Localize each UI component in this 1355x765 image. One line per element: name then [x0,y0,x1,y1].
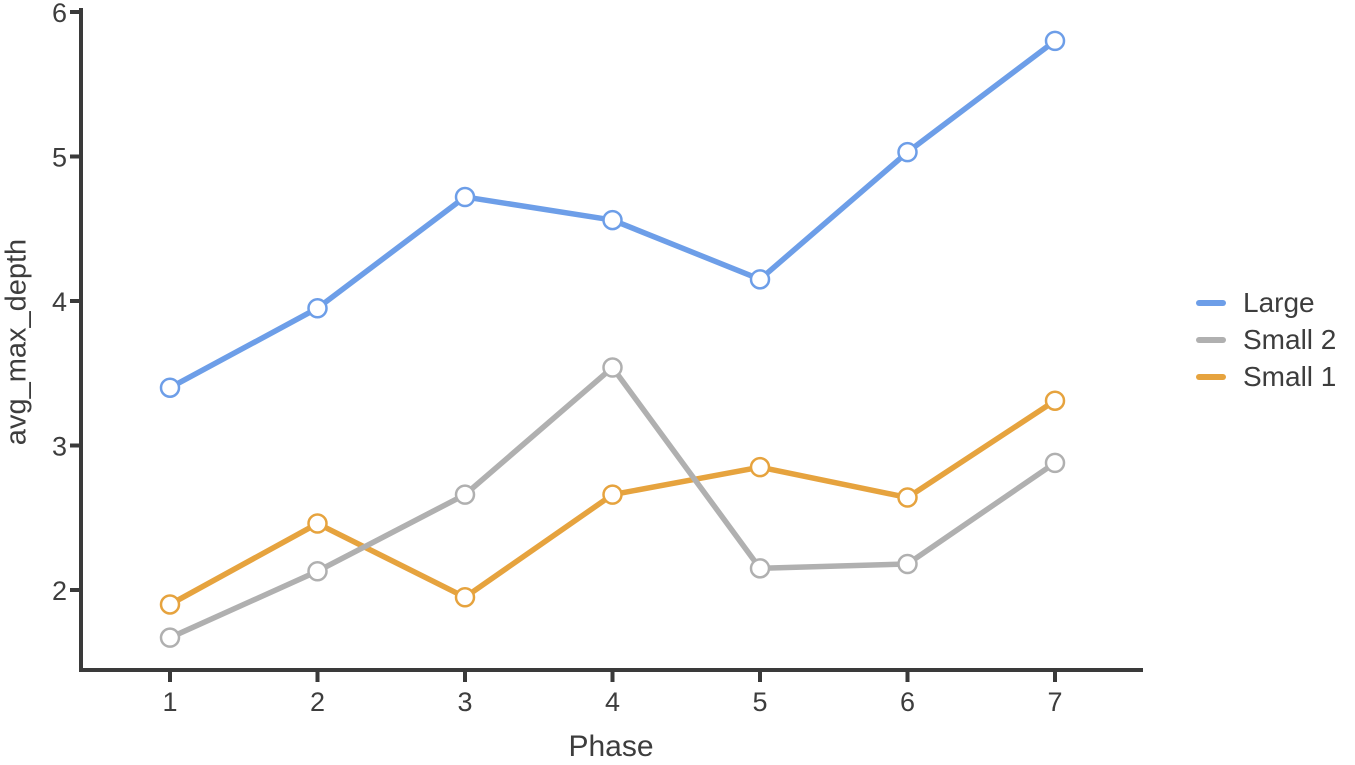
x-tick-label: 7 [1047,687,1062,717]
data-point-marker-small-2 [159,627,181,648]
data-point-marker-large [159,377,181,398]
legend-item-small-2: Small 2 [1196,321,1336,358]
data-point-marker-small-2 [307,560,328,582]
x-tick-label: 5 [752,687,767,717]
y-axis-label: avg_max_depth [0,238,33,446]
data-point-marker-large [1044,30,1066,52]
y-tick-label: 4 [52,287,67,317]
data-point-marker-large [749,269,771,290]
x-tick-label: 3 [457,687,472,717]
y-tick-label: 2 [52,576,67,606]
data-point-marker-small-2 [602,357,623,378]
legend-swatch-large [1196,299,1226,306]
data-point-marker-small-1 [749,456,771,478]
legend-swatch-small-2 [1196,336,1226,343]
legend-swatch-small-1 [1196,373,1226,380]
data-point-marker-small-1 [897,487,918,508]
data-point-marker-small-1 [454,586,476,608]
data-point-marker-large [454,186,476,208]
data-point-marker-small-1 [1044,390,1066,411]
data-point-marker-large [602,209,623,231]
data-point-marker-small-1 [159,594,181,615]
data-point-marker-small-2 [749,558,771,579]
legend: Large Small 2 Small 1 [1196,284,1336,395]
x-tick-label: 1 [162,687,177,717]
legend-item-large: Large [1196,284,1336,321]
x-tick-label: 2 [310,687,325,717]
data-point-marker-small-1 [307,513,328,534]
y-tick-label: 3 [52,432,67,462]
x-tick-label: 6 [900,687,915,717]
legend-label-large: Large [1243,286,1315,318]
data-point-marker-small-2 [454,484,476,505]
data-point-marker-small-1 [602,484,623,505]
data-point-marker-large [307,297,328,319]
legend-label-small-1: Small 1 [1243,360,1337,392]
data-point-marker-small-2 [897,553,918,575]
legend-label-small-2: Small 2 [1243,323,1337,355]
x-tick-label: 4 [605,687,620,717]
legend-item-small-1: Small 1 [1196,358,1336,395]
data-point-marker-small-2 [1044,452,1066,474]
data-point-marker-large [897,141,918,163]
y-tick-label: 5 [52,143,67,173]
y-tick-label: 6 [52,0,67,28]
x-axis-label: Phase [568,730,654,763]
